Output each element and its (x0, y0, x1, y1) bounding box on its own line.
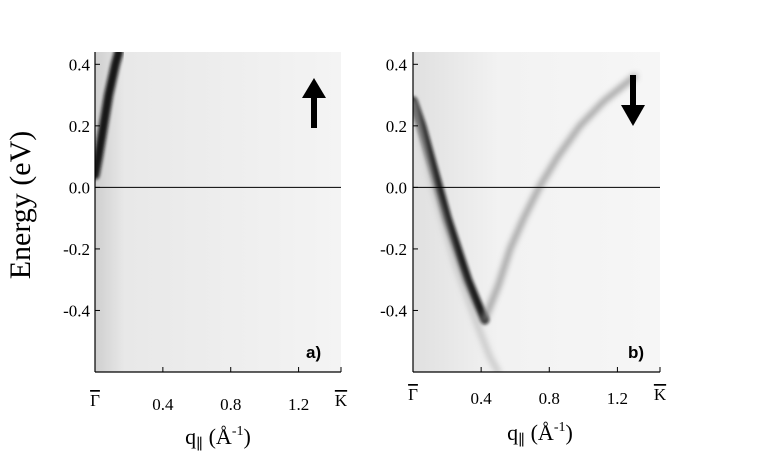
y-tick-label: -0.2 (380, 240, 407, 259)
x-tick-label: 0.8 (220, 395, 241, 414)
y-tick-label: -0.4 (380, 301, 407, 320)
x-tick-label: 1.2 (607, 389, 628, 408)
y-tick-label: -0.2 (63, 240, 90, 259)
x-tick-label: 0.4 (152, 395, 174, 414)
panel-b-label: b) (628, 343, 644, 362)
x-tick-label: Γ (408, 385, 418, 404)
x-tick-label: K (654, 385, 667, 404)
y-tick-label: 0.0 (69, 178, 90, 197)
x-tick-label: K (335, 391, 348, 410)
x-tick-label: 0.4 (471, 389, 493, 408)
panel-a-x-axis-title: q∥ (Å-1) (185, 424, 251, 453)
panel-a-bands (95, 52, 124, 180)
panel-b-x-axis-title: q∥ (Å-1) (507, 420, 573, 449)
down-arrow-icon (621, 75, 645, 126)
x-tick-label: Γ (90, 391, 100, 410)
x-tick-label: 1.2 (288, 395, 309, 414)
panel-a-label: a) (306, 343, 321, 362)
x-tick-label: 0.8 (539, 389, 560, 408)
y-tick-label: -0.4 (63, 301, 90, 320)
y-tick-label: 0.4 (386, 55, 408, 74)
panel-a-x-ticks: Γ 0.4 0.8 1.2 K (90, 367, 348, 414)
panel-a-y-ticks: 0.4 0.2 0.0 -0.2 -0.4 (63, 55, 100, 320)
y-tick-label: 0.2 (386, 117, 407, 136)
y-tick-label: 0.0 (386, 178, 407, 197)
y-axis-title: Energy (eV) (4, 131, 37, 280)
up-arrow-icon (302, 78, 326, 128)
panel-b-y-ticks: 0.4 0.2 0.0 -0.2 -0.4 (380, 55, 418, 320)
panel-a-background (95, 52, 341, 372)
panel-a: 0.4 0.2 0.0 -0.2 -0.4 Γ 0.4 0.8 1.2 K a) q∥ (Å-1… (63, 52, 348, 453)
panel-b-background (413, 52, 660, 372)
panel-b: 0.4 0.2 0.0 -0.2 -0.4 Γ 0.4 0.8 1.2 K b) q∥ (Å-1… (380, 52, 667, 449)
y-tick-label: 0.2 (69, 117, 90, 136)
panel-b-x-ticks: Γ 0.4 0.8 1.2 K (408, 367, 667, 408)
band-a-0 (95, 52, 124, 180)
band-b-2 (413, 98, 502, 372)
y-tick-label: 0.4 (69, 55, 91, 74)
